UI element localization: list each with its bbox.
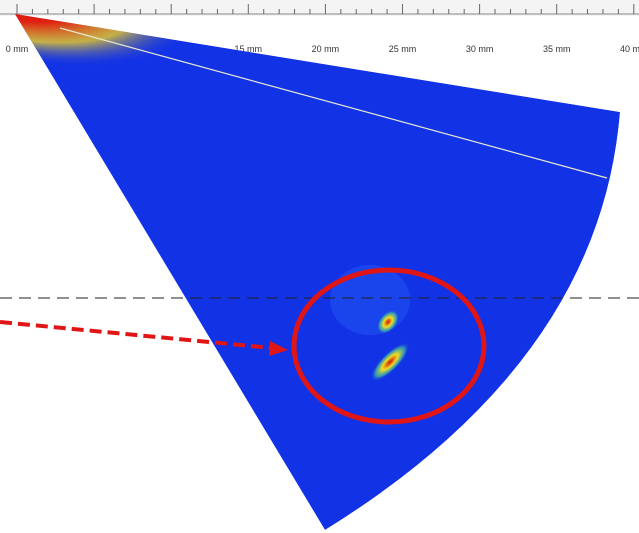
scan-canvas: 0 mm5 mm10 mm15 mm20 mm25 mm30 mm35 mm40…	[0, 0, 639, 533]
scan-view: 0 mm5 mm10 mm15 mm20 mm25 mm30 mm35 mm40…	[0, 0, 639, 533]
ruler-label: 30 mm	[466, 44, 494, 54]
ruler-label: 40 mm	[620, 44, 639, 54]
ruler-label: 20 mm	[312, 44, 340, 54]
haze	[330, 265, 410, 335]
ruler-label: 25 mm	[389, 44, 417, 54]
ruler-label: 35 mm	[543, 44, 571, 54]
ruler-label: 0 mm	[6, 44, 29, 54]
sector-fill	[15, 14, 620, 530]
sector-scan	[0, 0, 620, 530]
